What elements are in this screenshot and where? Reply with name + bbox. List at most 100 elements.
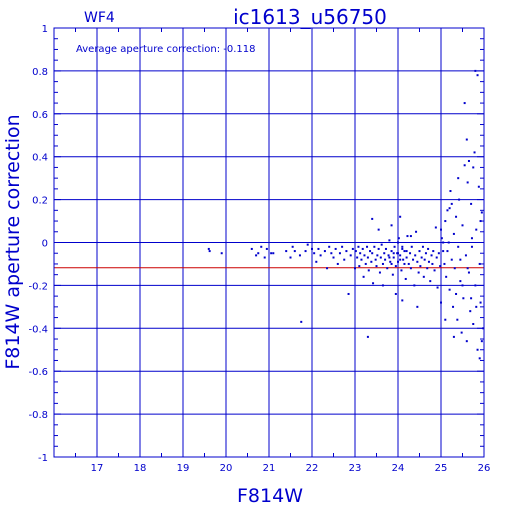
- data-point-59: [376, 254, 379, 257]
- data-point-92: [412, 258, 415, 261]
- data-point-142: [445, 275, 448, 278]
- data-point-175: [480, 211, 483, 214]
- data-point-6: [260, 245, 263, 248]
- data-point-27: [330, 252, 333, 255]
- data-point-36: [349, 254, 352, 257]
- data-point-88: [407, 262, 410, 265]
- data-point-48: [364, 262, 367, 265]
- data-point-68: [386, 267, 389, 270]
- data-point-187: [463, 102, 466, 105]
- data-point-198: [470, 237, 473, 240]
- data-point-8: [265, 247, 268, 250]
- data-point-13: [291, 245, 294, 248]
- data-point-55: [372, 282, 375, 285]
- data-point-40: [356, 256, 359, 259]
- data-point-82: [401, 247, 404, 250]
- data-point-176: [482, 327, 485, 330]
- data-point-188: [467, 159, 470, 162]
- data-point-7: [263, 256, 266, 259]
- data-point-130: [403, 262, 406, 265]
- data-point-69: [387, 254, 390, 257]
- data-point-94: [414, 254, 417, 257]
- data-point-65: [383, 252, 386, 255]
- y-tick-label-7: 0.4: [32, 153, 48, 164]
- data-point-23: [319, 254, 322, 257]
- data-point-160: [464, 254, 467, 257]
- data-point-51: [367, 269, 370, 272]
- data-point-30: [336, 262, 339, 265]
- data-point-190: [478, 357, 481, 360]
- data-point-116: [437, 252, 440, 255]
- x-tick-label-24: 24: [392, 463, 405, 474]
- data-point-16: [300, 320, 303, 323]
- x-tick-label-23: 23: [349, 463, 362, 474]
- data-point-189: [472, 166, 475, 169]
- data-point-24: [323, 250, 326, 253]
- data-point-58: [375, 265, 378, 268]
- y-tick-label-8: 0.6: [32, 110, 48, 121]
- data-point-2: [220, 252, 223, 255]
- y-tick-label-9: 0.8: [32, 67, 48, 78]
- data-point-0: [207, 247, 210, 250]
- data-point-33: [343, 258, 346, 261]
- data-point-37: [351, 247, 354, 250]
- data-point-102: [422, 275, 425, 278]
- data-point-60: [377, 247, 380, 250]
- data-point-177: [440, 301, 442, 304]
- data-point-194: [455, 292, 458, 295]
- data-point-91: [410, 245, 413, 248]
- data-point-100: [420, 256, 423, 259]
- data-point-135: [388, 256, 391, 259]
- y-axis-label: F814W aperture correction: [2, 114, 24, 369]
- data-point-168: [473, 151, 476, 154]
- data-point-57: [374, 258, 377, 261]
- data-point-186: [476, 74, 479, 77]
- data-point-87: [406, 235, 409, 238]
- data-point-172: [477, 185, 480, 188]
- data-point-64: [381, 262, 384, 265]
- data-point-191: [480, 340, 483, 343]
- x-tick-label-20: 20: [220, 463, 233, 474]
- grid-lines: [53, 27, 485, 458]
- data-point-70: [388, 239, 391, 242]
- chart-title: ic1613_u56750: [233, 5, 387, 29]
- data-point-173: [478, 262, 481, 265]
- data-points: [207, 69, 485, 360]
- data-point-101: [421, 245, 424, 248]
- data-point-66: [384, 258, 387, 261]
- data-point-90: [409, 267, 412, 270]
- data-point-156: [460, 331, 463, 334]
- x-tick-label-21: 21: [263, 463, 276, 474]
- data-point-46: [362, 275, 365, 278]
- data-point-10: [272, 252, 275, 255]
- plot-frame: [53, 27, 485, 458]
- data-point-180: [452, 335, 455, 338]
- data-point-114: [435, 256, 438, 259]
- data-point-17: [304, 250, 307, 253]
- data-point-103: [423, 258, 426, 261]
- data-point-148: [452, 305, 455, 308]
- data-point-84: [403, 250, 406, 253]
- data-point-98: [418, 250, 421, 253]
- data-point-167: [472, 323, 475, 326]
- data-point-166: [470, 245, 473, 248]
- data-point-99: [419, 265, 422, 268]
- data-point-192: [459, 258, 462, 261]
- data-point-163: [467, 271, 470, 274]
- data-point-147: [450, 258, 453, 261]
- data-point-119: [377, 228, 380, 231]
- data-point-143: [446, 209, 449, 212]
- y-tick-label-10: 1: [42, 24, 48, 35]
- data-point-15: [298, 254, 301, 257]
- y-tick-label-2: -0.6: [28, 367, 48, 378]
- data-point-4: [255, 254, 258, 257]
- data-point-105: [426, 267, 429, 270]
- data-point-183: [465, 138, 468, 141]
- data-point-41: [357, 245, 360, 248]
- data-point-185: [474, 69, 477, 72]
- data-point-127: [366, 335, 369, 338]
- chip-label: WF4: [84, 10, 115, 26]
- data-point-73: [391, 273, 394, 276]
- data-point-110: [431, 262, 434, 265]
- data-point-11: [285, 250, 288, 253]
